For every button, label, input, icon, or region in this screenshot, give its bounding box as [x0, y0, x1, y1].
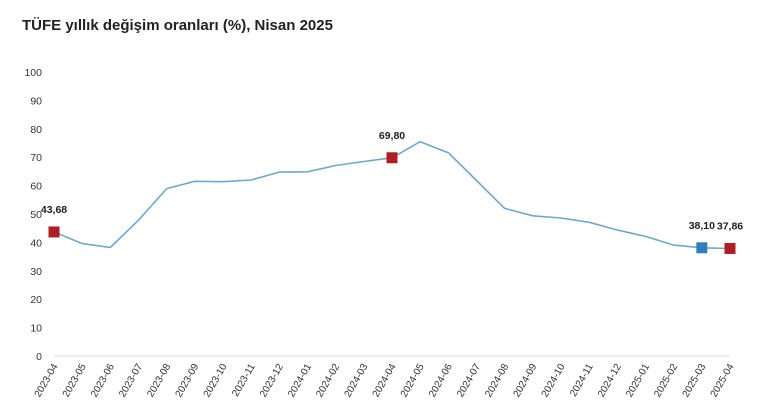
x-tick-label: 2024-09 — [512, 362, 540, 400]
y-tick-label: 10 — [30, 323, 42, 335]
x-tick-label: 2023-11 — [230, 362, 258, 399]
y-tick-label: 80 — [30, 124, 42, 136]
x-tick-label: 2024-06 — [427, 362, 455, 400]
x-tick-label: 2023-07 — [117, 362, 145, 400]
x-axis: 2023-04 2023-05 2023-06 2023-07 2023-08 2023-… — [33, 355, 737, 400]
x-tick-label: 2023-12 — [258, 362, 286, 400]
y-tick-label: 50 — [30, 209, 42, 221]
data-label: 43,68 — [41, 204, 67, 216]
data-labels-group: 43,68 69,80 38,10 37,86 — [41, 130, 743, 233]
data-point-marker — [386, 152, 398, 164]
x-tick-label: 2024-07 — [455, 362, 483, 400]
x-tick-label: 2023-06 — [89, 362, 117, 400]
x-tick-label: 2023-09 — [174, 362, 202, 400]
x-tick-label: 2024-08 — [483, 362, 511, 400]
markers-group — [48, 152, 736, 254]
x-tick-label: 2023-10 — [202, 362, 230, 400]
x-tick-label: 2023-04 — [33, 362, 61, 400]
data-point-marker — [48, 226, 60, 238]
y-tick-label: 20 — [30, 294, 42, 306]
x-tick-label: 2025-03 — [681, 362, 709, 400]
y-axis: 0 10 20 30 40 50 60 70 80 90 100 — [24, 67, 42, 363]
x-tick-label: 2024-01 — [286, 362, 314, 400]
data-label: 37,86 — [717, 220, 743, 232]
y-tick-label: 60 — [30, 181, 42, 193]
x-tick-label: 2024-02 — [314, 362, 342, 400]
y-tick-label: 0 — [36, 351, 42, 363]
y-tick-label: 100 — [24, 67, 42, 79]
y-tick-label: 70 — [30, 152, 42, 164]
y-tick-label: 30 — [30, 266, 42, 278]
data-point-marker — [696, 242, 708, 254]
x-tick-label: 2024-03 — [343, 362, 371, 400]
x-tick-label: 2025-04 — [709, 362, 737, 400]
x-tick-label: 2024-12 — [596, 362, 624, 400]
y-tick-label: 90 — [30, 95, 42, 107]
x-tick-label: 2025-02 — [652, 362, 680, 400]
chart-title: TÜFE yıllık değişim oranları (%), Nisan … — [22, 17, 333, 34]
x-tick-label: 2024-05 — [399, 362, 427, 400]
data-label: 69,80 — [379, 130, 405, 142]
y-tick-label: 40 — [30, 237, 42, 249]
data-point-marker — [724, 242, 736, 254]
x-tick-label: 2023-05 — [61, 362, 89, 400]
x-tick-label: 2024-10 — [540, 362, 568, 400]
x-tick-label: 2025-01 — [624, 362, 652, 400]
x-tick-label: 2023-08 — [145, 362, 173, 400]
x-tick-label: 2024-11 — [568, 362, 596, 399]
data-label: 38,10 — [689, 220, 715, 232]
x-tick-label: 2024-04 — [371, 362, 399, 400]
